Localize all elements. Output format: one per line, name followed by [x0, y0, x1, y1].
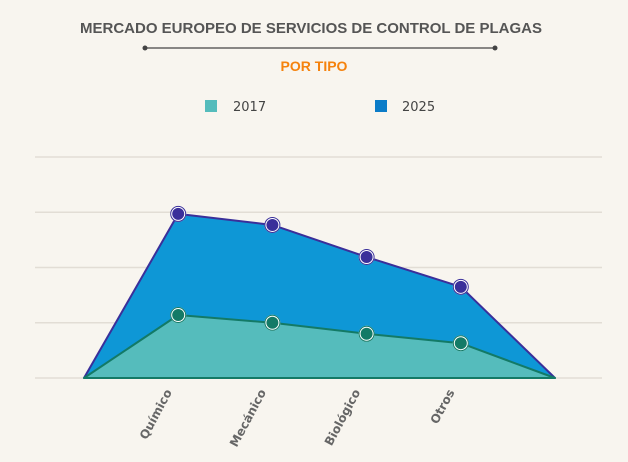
title-divider	[142, 45, 498, 51]
x-tick-label: Químico	[137, 387, 175, 442]
chart-title: MERCADO EUROPEO DE SERVICIOS DE CONTROL …	[80, 20, 542, 37]
legend-label-2025: 2025	[402, 100, 435, 115]
series-areas	[83, 212, 556, 379]
data-point-2017-Biológico[interactable]	[358, 325, 375, 342]
data-point-2025-Biológico[interactable]	[358, 249, 375, 266]
legend-swatch-2017	[205, 100, 217, 112]
x-axis-tick-labels: Químico Mecánico Biológico Otros	[137, 387, 458, 449]
x-tick-label: Mecánico	[227, 387, 269, 449]
x-tick-label: Biológico	[322, 387, 363, 448]
data-point-2025-Otros[interactable]	[452, 278, 469, 295]
data-point-2017-Químico[interactable]	[170, 307, 187, 324]
data-point-2025-Mecánico[interactable]	[264, 216, 281, 233]
data-point-2025-Químico[interactable]	[170, 205, 187, 222]
chart-subtitle: POR TIPO	[281, 58, 348, 74]
legend: 2017 2025	[205, 100, 435, 115]
legend-swatch-2025	[375, 100, 387, 112]
legend-item-2017[interactable]: 2017	[205, 100, 266, 115]
x-tick-label: Otros	[428, 387, 458, 426]
legend-label-2017: 2017	[233, 100, 266, 115]
data-point-2017-Mecánico[interactable]	[264, 314, 281, 331]
legend-item-2025[interactable]: 2025	[375, 100, 435, 115]
data-point-2017-Otros[interactable]	[452, 335, 469, 352]
series-points	[170, 205, 469, 352]
